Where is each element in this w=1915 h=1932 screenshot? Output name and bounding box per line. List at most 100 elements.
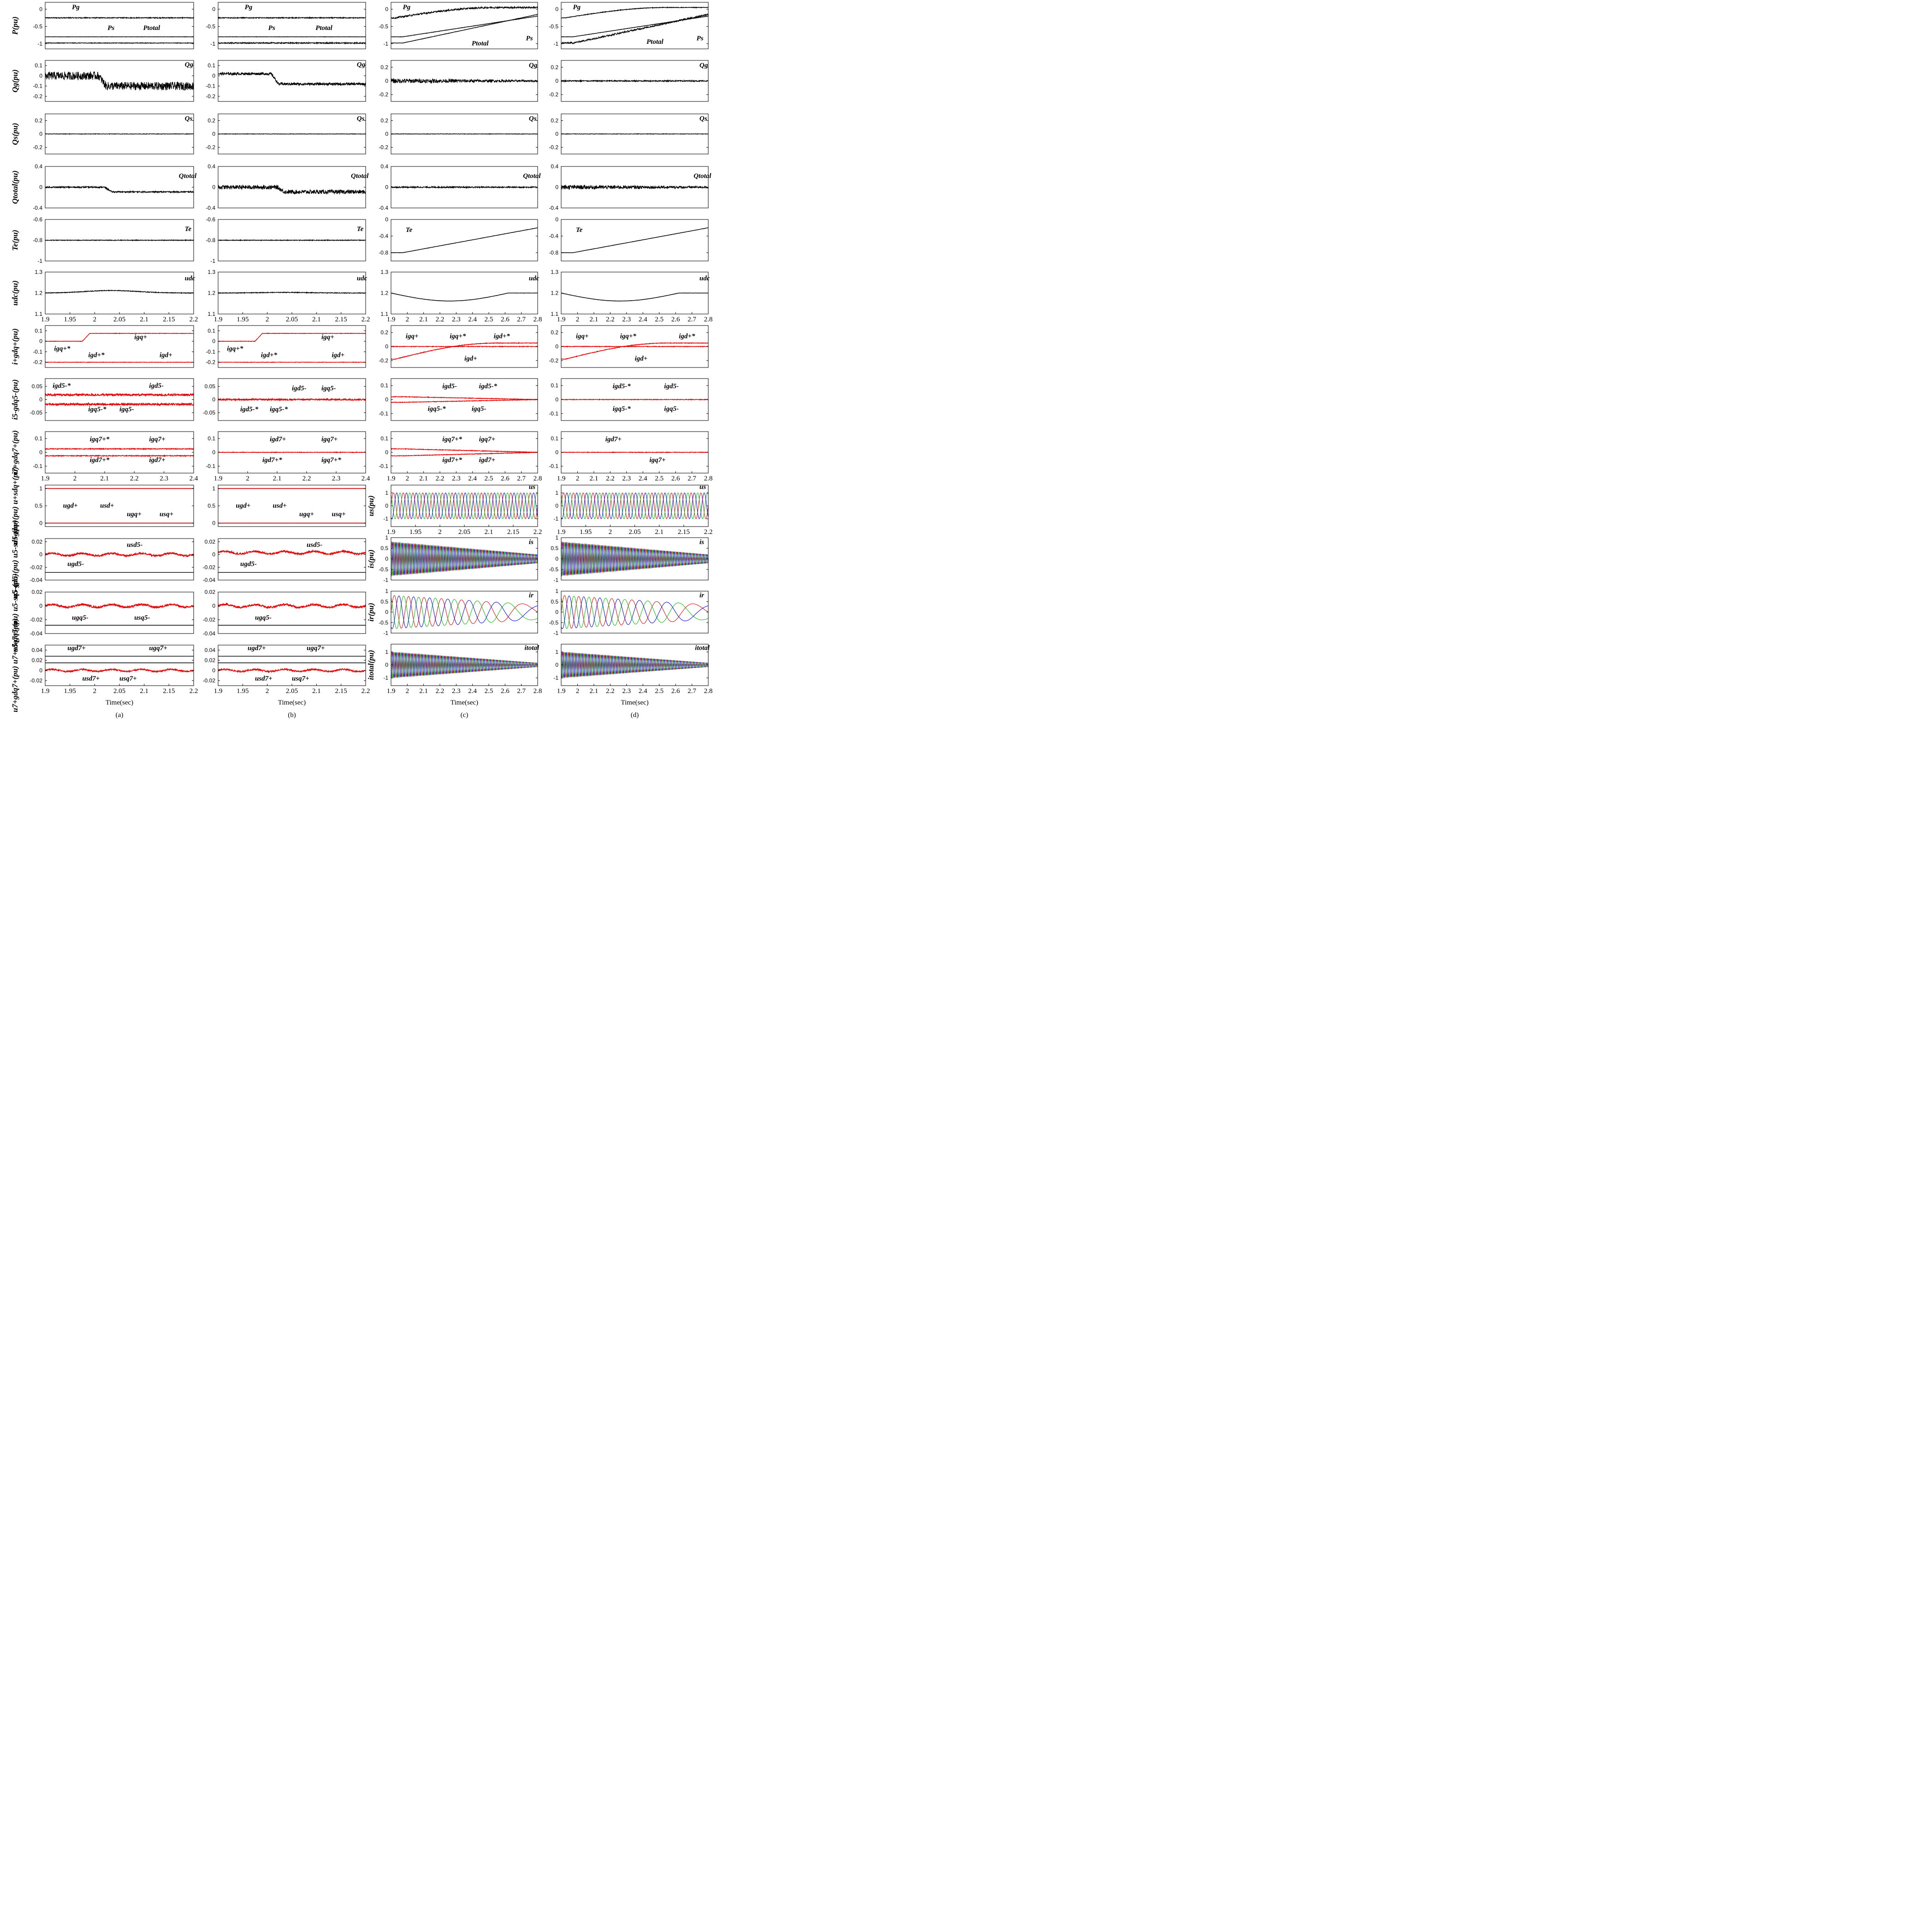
xtick-label: 2.2 <box>190 316 198 323</box>
ytick-label: 0 <box>385 216 388 223</box>
ytick-label: 0.1 <box>35 327 42 334</box>
series-Ps <box>218 41 366 45</box>
xtick-label: 2.1 <box>590 475 599 482</box>
ytick-label: 0.1 <box>35 435 42 442</box>
annotation-is: is <box>529 539 534 546</box>
xtick-label: 2.1 <box>419 687 428 695</box>
annotation-ugd5-: ugd5- <box>67 561 84 568</box>
plot-area <box>391 292 538 302</box>
ylabel-usqq5-: u5-gq5-(pu) u5-sq5-(pu) <box>11 574 19 652</box>
ytick-label: 1 <box>555 534 558 541</box>
annotation-igq+*: igq+* <box>620 332 637 340</box>
xtick-label: 2.4 <box>468 687 477 695</box>
panel-igdq7+-a: 0.1 0 -0.1 igq7+* igq7+ igd7+* igd7+ i7+gdq7+(p… <box>11 430 194 474</box>
series-Pg <box>561 6 708 19</box>
series-us-phase-2 <box>561 492 708 519</box>
ytick-label: -0.02 <box>30 677 43 684</box>
panel-Qg-a: 0.1 0 -0.1 -0.2 Qg Qg(pu) <box>11 60 194 102</box>
ytick-label: 0.2 <box>208 118 215 124</box>
ytick-label: -0.2 <box>379 144 388 151</box>
plot-area <box>561 79 708 83</box>
series-igq+ <box>45 332 194 342</box>
xtick-label: 2.15 <box>335 687 347 695</box>
panel-P-c: 0 -0.5 -1 Pg Ptotal Ps <box>379 2 538 49</box>
annotation-igq5-: igq5- <box>664 405 679 413</box>
ytick-label: 0.5 <box>380 599 388 605</box>
ytick-label: -0.5 <box>549 23 558 30</box>
axes-frame <box>45 60 194 102</box>
ytick-label: 0 <box>555 662 558 668</box>
annotation-Te: Te <box>576 226 583 234</box>
plot-area <box>218 16 366 45</box>
panel-us-d: 1 0 -1 us <box>553 483 709 527</box>
series-igq+ <box>561 345 708 348</box>
xtick-label: 2.4 <box>190 475 198 482</box>
ytick-label: -0.2 <box>549 91 558 98</box>
panel-usdq+-b: 1 0.5 0 ugd+ usd+ ugq+ usq+ <box>208 485 366 527</box>
xtick-label: 2.7 <box>688 316 696 323</box>
ytick-label: -0.04 <box>30 630 43 637</box>
panel-Te-b: -0.6 -0.8 -1 Te <box>206 216 366 264</box>
xtick-label: 1.95 <box>64 687 76 695</box>
annotation-igq+: igq+ <box>576 332 589 340</box>
xtick-label: 2.1 <box>419 475 428 482</box>
annotation-Ps: Ps <box>526 35 533 42</box>
plot-area <box>45 185 194 194</box>
ytick-label: 0.2 <box>551 329 558 336</box>
series-Qg <box>218 71 366 87</box>
plot-area <box>561 541 708 577</box>
xtick-label: 2.05 <box>286 316 298 323</box>
ytick-label: 0.5 <box>551 545 558 551</box>
ytick-label: -0.4 <box>33 205 42 211</box>
ytick-label: -0.2 <box>379 357 388 364</box>
annotation-ugq+: ugq+ <box>299 511 314 518</box>
ytick-label: -0.02 <box>203 616 216 623</box>
ytick-label: 0.4 <box>35 163 42 170</box>
annotation-Ptotal: Ptotal <box>472 40 489 47</box>
ytick-label: 1.2 <box>380 290 388 296</box>
xtick-label: 2.6 <box>671 316 680 323</box>
ytick-label: 1.1 <box>551 311 558 317</box>
ytick-label: 0 <box>385 503 388 509</box>
annotation-Pg: Pg <box>573 4 581 11</box>
annotation-us: us <box>529 483 535 491</box>
xtick-label: 2.2 <box>606 475 615 482</box>
annotation-ugd5-: ugd5- <box>240 561 257 568</box>
ytick-label: 0 <box>212 551 215 558</box>
annotation-igd5-*: igd5-* <box>240 406 259 413</box>
annotation-us: us <box>700 483 706 491</box>
xtick-label: 2 <box>406 475 409 482</box>
xtick-label: 2.1 <box>590 687 599 695</box>
panel-udc-c: 1.3 1.2 1.1 udc <box>380 269 539 317</box>
ytick-label: 0 <box>555 609 558 616</box>
xtick-label: 1.9 <box>557 475 566 482</box>
xtick-label: 2.05 <box>113 316 125 323</box>
panel-ir-d: 1 0.5 0 -0.5 -1 ir <box>549 588 709 636</box>
panel-Qg-c: 0.2 0 -0.2 Qg <box>379 60 538 102</box>
ytick-label: -0.2 <box>206 93 215 100</box>
plot-area <box>45 551 194 573</box>
xtick-label: 1.9 <box>214 475 223 482</box>
series-igd5- <box>561 398 708 401</box>
ytick-label: 0 <box>555 449 558 456</box>
annotation-igd7+: igd7+ <box>270 436 286 443</box>
xtick-label: 2.05 <box>286 687 298 695</box>
xtick-label: 2.1 <box>485 528 493 536</box>
ylabel-P: P(pu) <box>11 17 19 36</box>
annotation-ugq5-: ugq5- <box>255 614 272 622</box>
ylabel-ir: ir(pu) <box>367 603 375 622</box>
xtick-label: 2.2 <box>606 687 615 695</box>
plot-area <box>218 291 366 294</box>
series-udc <box>218 291 366 294</box>
xtick-label: 2.4 <box>639 687 647 695</box>
ytick-label: 0 <box>39 603 42 609</box>
ytick-label: 1.2 <box>35 290 42 296</box>
ytick-label: 0 <box>555 184 558 190</box>
ytick-label: 0 <box>39 449 42 456</box>
annotation-ugq5-: ugq5- <box>72 614 89 622</box>
ytick-label: -0.2 <box>549 357 558 364</box>
ylabel-itotal: itotal(pu) <box>367 650 375 680</box>
caption-c: (c) <box>461 711 468 719</box>
ytick-label: 1.3 <box>380 269 388 275</box>
ylabel-usdq7+: u7+gdq7+(pu) u7+sdq7+(pu) <box>11 618 19 712</box>
